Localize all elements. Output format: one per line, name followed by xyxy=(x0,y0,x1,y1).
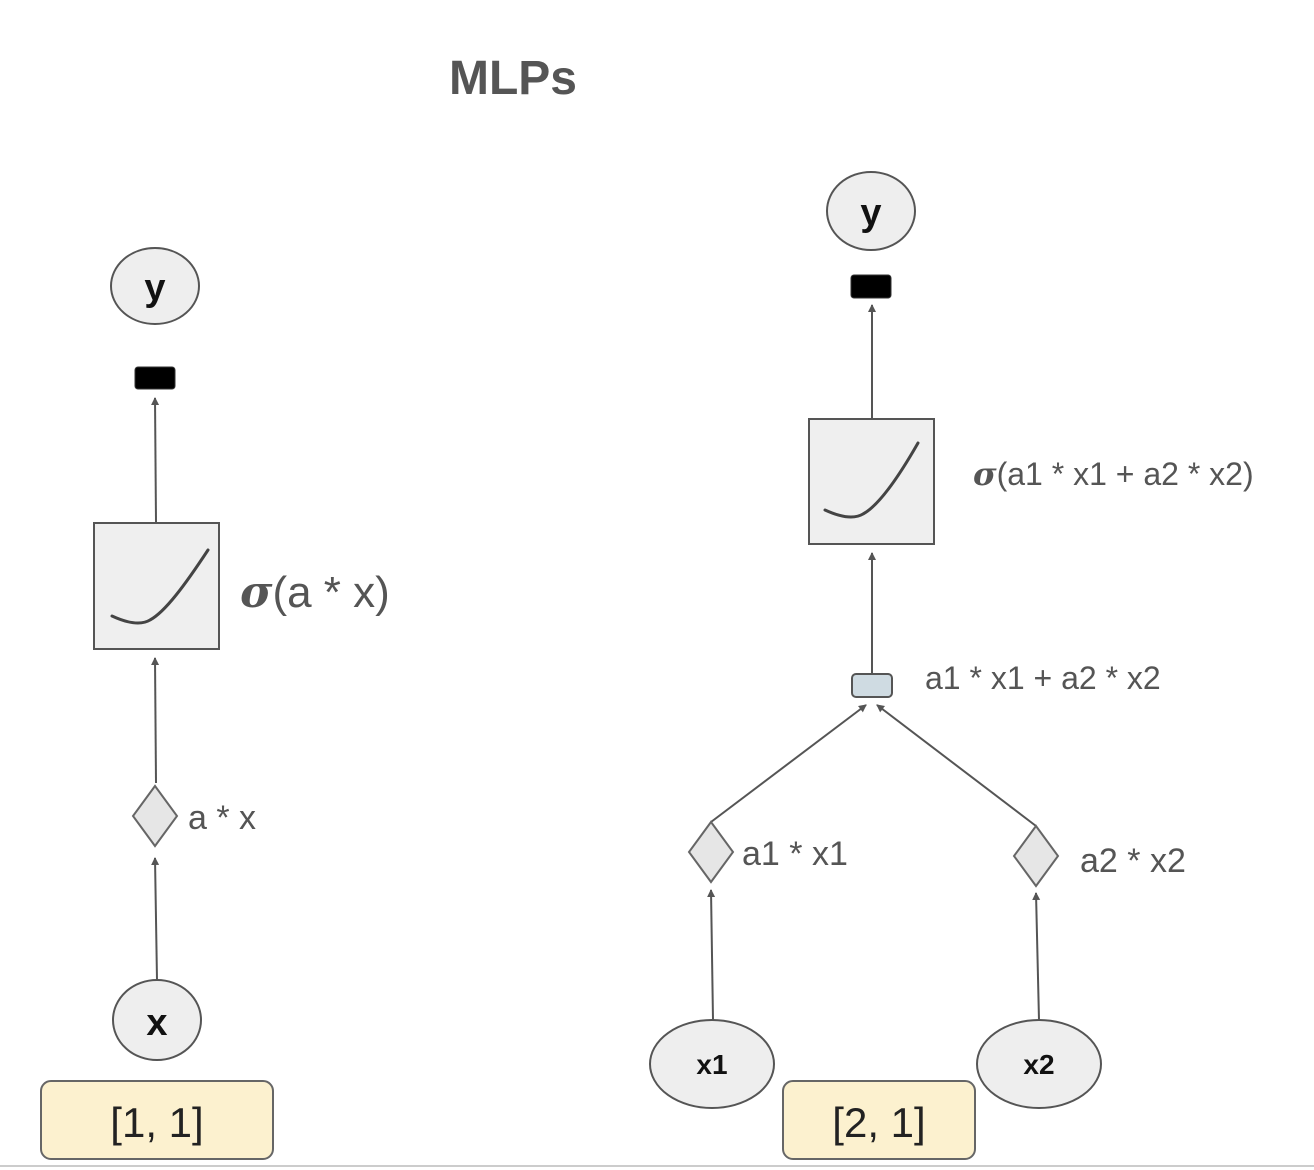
left-sigma-symbol: σ xyxy=(240,567,273,618)
right-input-node-x2: x2 xyxy=(976,1019,1102,1109)
left-shape-box: [1, 1] xyxy=(40,1080,274,1160)
left-sigmoid-curve-icon xyxy=(110,548,210,625)
left-activation-label: σ(a * x) xyxy=(240,567,390,618)
right-sigmoid-curve-icon xyxy=(823,441,920,519)
right-shape-label: [2, 1] xyxy=(832,1099,925,1146)
right-edge-mul2-to-sum xyxy=(876,704,1037,827)
right-sum-block xyxy=(851,673,893,698)
left-multiply-label: a * x xyxy=(188,799,256,837)
right-edge-x1-to-mul1 xyxy=(707,889,716,1021)
right-activation-expression: (a1 * x1 + a2 * x2) xyxy=(997,456,1254,492)
right-input-node-2-label: x2 xyxy=(1023,1049,1054,1080)
right-output-block xyxy=(850,274,892,299)
left-activation-expression: (a * x) xyxy=(272,568,389,617)
right-network: y σ(a1 * x1 + a2 * x2) a1 * x1 + a2 * x2… xyxy=(649,171,1254,1160)
right-activation-box xyxy=(808,418,935,545)
left-network: y σ(a * x) a * x x [1, 1] xyxy=(40,247,390,1160)
right-input-node-1-label: x1 xyxy=(696,1049,727,1080)
right-sum-label: a1 * x1 + a2 * x2 xyxy=(925,660,1161,696)
diagram-title: MLPs xyxy=(449,52,577,105)
left-multiply-diamond xyxy=(131,784,179,848)
left-shape-label: [1, 1] xyxy=(110,1099,203,1146)
right-multiply-diamond-2 xyxy=(1012,824,1060,888)
right-output-node-label: y xyxy=(860,192,881,234)
right-edge-mul1-to-sum xyxy=(710,704,867,823)
left-output-node-label: y xyxy=(144,267,165,309)
right-sigma-symbol: σ xyxy=(973,455,997,493)
left-edge-x-to-mul xyxy=(151,857,160,981)
left-edge-mul-to-activation xyxy=(151,657,160,784)
right-output-node-y: y xyxy=(826,171,916,251)
left-activation-box xyxy=(93,522,220,650)
right-multiply-diamond-1 xyxy=(687,820,735,884)
right-edge-x2-to-mul2 xyxy=(1032,892,1041,1021)
left-output-node-y: y xyxy=(110,247,200,325)
right-multiply-label-1: a1 * x1 xyxy=(742,835,848,873)
right-input-node-x1: x1 xyxy=(649,1019,775,1109)
right-shape-box: [2, 1] xyxy=(782,1080,976,1160)
left-input-node-x: x xyxy=(112,979,202,1061)
right-activation-label: σ(a1 * x1 + a2 * x2) xyxy=(973,455,1254,493)
left-input-node-label: x xyxy=(146,1002,167,1044)
left-output-block xyxy=(134,366,176,390)
left-edge-activation-to-output xyxy=(151,397,160,523)
right-multiply-label-2: a2 * x2 xyxy=(1080,842,1186,880)
